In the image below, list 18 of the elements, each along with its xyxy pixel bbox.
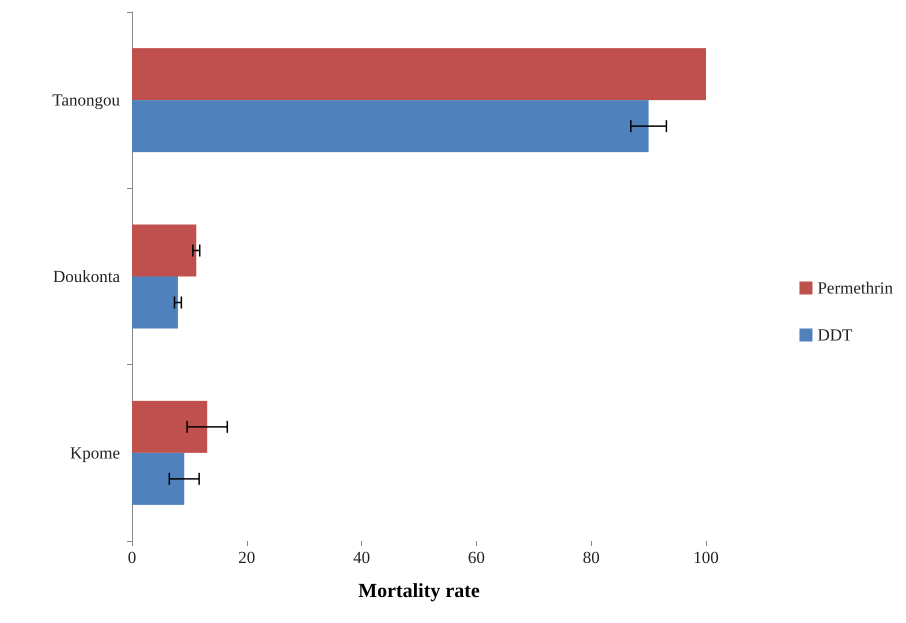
x-tick-label: 20 [238,548,256,567]
bar [132,452,184,505]
bar [132,48,706,100]
x-tick-label: 0 [128,548,136,567]
legend-label: Permethrin [817,278,894,298]
y-tick-label: Tanongou [52,90,120,110]
bar [132,276,178,328]
bar [132,100,649,152]
x-axis-title: Mortality rate [358,580,480,602]
x-tick-label: 40 [353,548,370,567]
bar [132,224,196,276]
x-tick-label: 100 [693,548,719,567]
x-tick-label: 80 [582,548,600,567]
y-tick-label: Doukonta [52,267,120,286]
legend-label: DDT [817,326,854,344]
bar [132,400,208,453]
y-tick-label: Kpome [70,443,120,462]
x-tick-label: 60 [468,548,485,567]
